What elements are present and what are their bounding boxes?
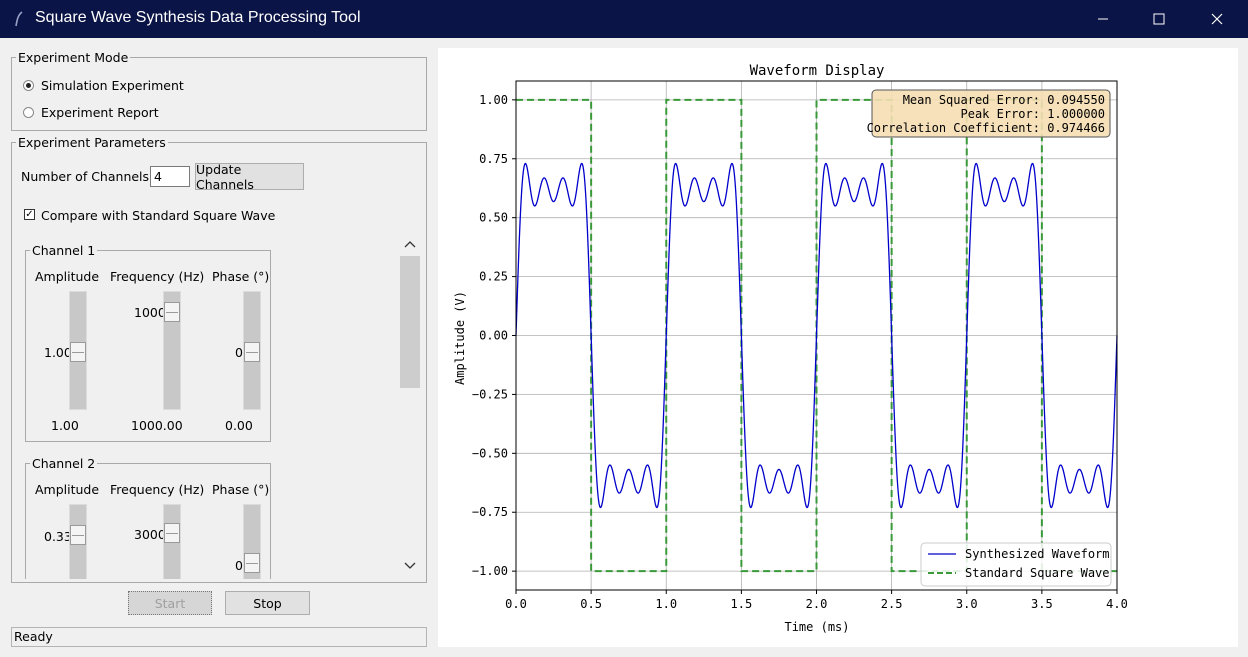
y-axis-label: Amplitude (V) [453, 291, 467, 385]
x-tick-label: 2.0 [806, 597, 828, 611]
stats-box: Mean Squared Error: 0.094550 Peak Error:… [867, 89, 1111, 138]
stats-mse: Mean Squared Error: 0.094550 [903, 93, 1105, 107]
slider-thumb[interactable] [244, 553, 260, 573]
channel-2-group [25, 463, 271, 579]
channel-2-amplitude-slider[interactable] [69, 504, 87, 579]
experiment-mode-group [11, 57, 427, 131]
channel-1-frequency-slider[interactable] [163, 291, 181, 410]
channel-2-title: Channel 2 [30, 456, 98, 471]
y-tick-label: 0.25 [479, 270, 508, 284]
window-title: Square Wave Synthesis Data Processing To… [35, 9, 361, 26]
start-button[interactable]: Start [128, 591, 212, 615]
x-tick-label: 3.0 [956, 597, 978, 611]
stats-peak-error: Peak Error: 1.000000 [961, 107, 1106, 121]
channel-scrollbar[interactable] [398, 235, 422, 579]
experiment-mode-title: Experiment Mode [16, 50, 131, 65]
channel-2-amplitude-header: Amplitude [35, 482, 100, 497]
y-tick-label: −0.25 [472, 387, 508, 401]
slider-thumb[interactable] [70, 525, 86, 545]
y-tick-label: −0.75 [472, 505, 508, 519]
experiment-parameters-title: Experiment Parameters [16, 135, 168, 150]
y-tick-label: 0.50 [479, 211, 508, 225]
channel-1-phase-value: 0 [235, 345, 243, 360]
radio-simulation[interactable] [23, 80, 34, 91]
channel-2-frequency-value: 3000 [134, 527, 166, 542]
channel-2-phase-header: Phase (°) [212, 482, 270, 497]
feather-icon [15, 11, 23, 27]
channel-1-frequency-header: Frequency (Hz) [110, 269, 205, 284]
slider-thumb[interactable] [164, 302, 180, 322]
y-tick-label: −0.50 [472, 446, 508, 460]
x-axis-label: Time (ms) [784, 620, 849, 634]
channel-1-phase-slider[interactable] [243, 291, 261, 410]
y-tick-label: −1.00 [472, 564, 508, 578]
compare-checkbox[interactable]: ✓ [24, 209, 35, 220]
x-tick-label: 4.0 [1106, 597, 1128, 611]
channel-1-amplitude-readout: 1.00 [51, 418, 79, 433]
channel-1-amplitude-header: Amplitude [35, 269, 100, 284]
maximize-icon [1153, 13, 1165, 25]
x-tick-label: 0.0 [505, 597, 527, 611]
waveform-chart: Waveform Display 0.0 0.5 1.0 1.5 2.0 2.5 3.0 3.… [453, 63, 1128, 634]
series-synthesized-waveform [515, 162, 1118, 509]
minimize-button[interactable] [1080, 0, 1126, 38]
y-tick-label: 1.00 [479, 93, 508, 107]
channel-1-amplitude-slider[interactable] [69, 291, 87, 410]
num-channels-input[interactable]: 4 [150, 166, 190, 187]
x-tick-label: 1.0 [655, 597, 677, 611]
channel-2-viewport: Channel 2 Amplitude Frequency (Hz) Phase… [11, 455, 397, 579]
close-icon [1211, 13, 1223, 25]
channel-2-amplitude-value: 0.33 [44, 529, 72, 544]
maximize-button[interactable] [1136, 0, 1182, 38]
chart-ticks: 0.0 0.5 1.0 1.5 2.0 2.5 3.0 3.5 4.0 1.00 0.75 0.50 0… [472, 93, 1128, 611]
x-tick-label: 1.5 [731, 597, 753, 611]
update-channels-button[interactable]: Update Channels [195, 162, 304, 192]
channel-1-frequency-value: 1000 [134, 305, 166, 320]
channel-1-group [25, 250, 271, 442]
channel-1-frequency-readout: 1000.00 [131, 418, 183, 433]
slider-thumb[interactable] [244, 342, 260, 362]
legend-label-synthesized: Synthesized Waveform [965, 547, 1110, 561]
channel-1-title: Channel 1 [30, 243, 98, 258]
channel-2-frequency-header: Frequency (Hz) [110, 482, 205, 497]
x-tick-label: 2.5 [881, 597, 903, 611]
y-tick-label: 0.00 [479, 329, 508, 343]
slider-thumb[interactable] [70, 342, 86, 362]
experiment-parameters-group [11, 142, 427, 583]
channel-1-phase-header: Phase (°) [212, 269, 270, 284]
num-channels-label: Number of Channels: [21, 169, 154, 184]
close-button[interactable] [1194, 0, 1240, 38]
stats-correlation: Correlation Coefficient: 0.974466 [867, 121, 1105, 135]
chart-legend: Synthesized Waveform Standard Square Wav… [920, 542, 1112, 587]
radio-simulation-label[interactable]: Simulation Experiment [41, 78, 184, 93]
scroll-down-icon[interactable] [404, 561, 416, 571]
chart-title: Waveform Display [750, 63, 885, 79]
slider-thumb[interactable] [164, 523, 180, 543]
title-bar: Square Wave Synthesis Data Processing To… [0, 0, 1248, 38]
channel-2-phase-value: 0 [235, 558, 243, 573]
status-bar: Ready [11, 627, 427, 647]
radio-report-label[interactable]: Experiment Report [41, 105, 159, 120]
plot-panel: Waveform Display 0.0 0.5 1.0 1.5 2.0 2.5 3.0 3.… [438, 48, 1238, 647]
minimize-icon [1098, 18, 1108, 20]
channel-2-frequency-slider[interactable] [163, 504, 181, 579]
x-tick-label: 0.5 [580, 597, 602, 611]
radio-report[interactable] [23, 107, 34, 118]
plot-frame [515, 80, 1118, 591]
scrollbar-thumb[interactable] [400, 256, 420, 388]
scroll-up-icon[interactable] [404, 239, 416, 249]
x-tick-label: 3.5 [1031, 597, 1053, 611]
channel-2-phase-slider[interactable] [243, 504, 261, 579]
legend-label-standard: Standard Square Wave [965, 566, 1110, 580]
y-tick-label: 0.75 [479, 152, 508, 166]
channel-1-amplitude-value: 1.00 [44, 345, 72, 360]
compare-label[interactable]: Compare with Standard Square Wave [41, 208, 276, 223]
stop-button[interactable]: Stop [225, 591, 310, 615]
channel-1-phase-readout: 0.00 [225, 418, 253, 433]
